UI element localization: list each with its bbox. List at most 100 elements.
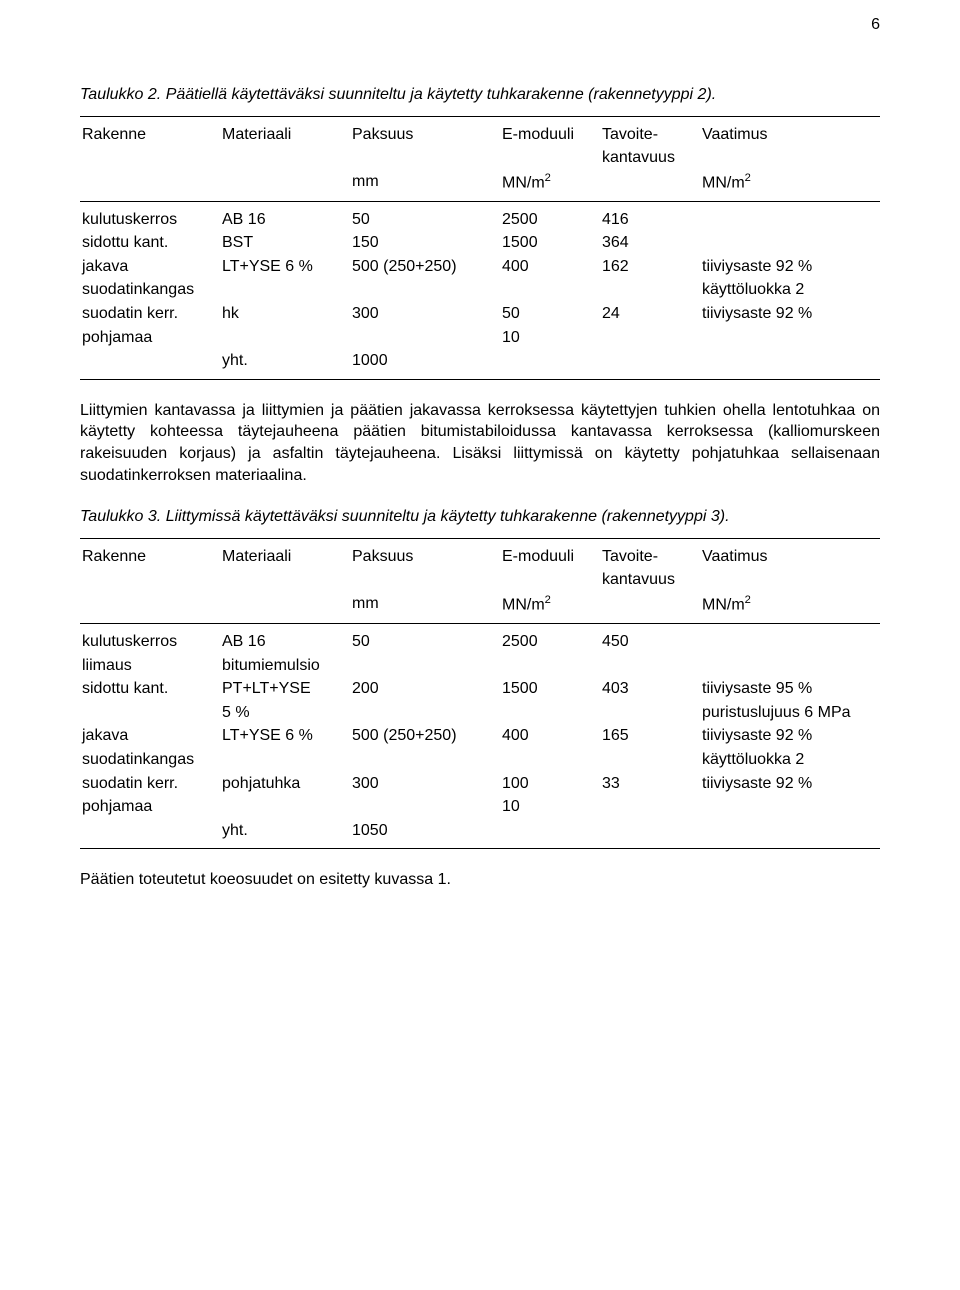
cell: 150 [350,231,500,255]
hdr-mm: mm [350,170,500,195]
cell: BST [220,231,350,255]
paragraph-2: Päätien toteutetut koeosuudet on esitett… [80,869,880,891]
cell: jakava [80,724,220,748]
cell: 416 [600,208,700,232]
mnm2-text4: MN/m [702,596,745,613]
cell: 50 [350,630,500,654]
hdr-paksuus: Paksuus [350,545,500,569]
cell: AB 16 [220,208,350,232]
cell: 1500 [500,231,600,255]
hdr-materiaali: Materiaali [220,123,350,147]
table-row: pohjamaa 10 [80,795,880,819]
cell: pohjatuhka [220,772,350,796]
hdr-emoduuli: E-moduuli [500,123,600,147]
cell: 33 [600,772,700,796]
hdr-tavoite: Tavoite- [600,123,700,147]
cell [220,795,350,819]
cell: pohjamaa [80,326,220,350]
table-row: 5 % puristuslujuus 6 MPa [80,701,880,725]
cell: 50 [350,208,500,232]
hdr-kantavuus: kantavuus [600,146,700,170]
cell [700,819,880,843]
table-row: yht. 1000 [80,349,880,373]
cell [600,326,700,350]
cell: kulutuskerros [80,630,220,654]
hdr-paksuus: Paksuus [350,123,500,147]
cell [600,795,700,819]
table3-mid-rule [80,623,880,624]
cell: 403 [600,677,700,701]
cell: 500 (250+250) [350,724,500,748]
cell [700,208,880,232]
cell: suodatinkangas [80,278,350,302]
cell [500,654,600,678]
cell: 100 [500,772,600,796]
cell [700,326,880,350]
cell [700,795,880,819]
table2-top-rule [80,116,880,117]
table-row: kulutuskerros AB 16 50 2500 450 [80,630,880,654]
cell [80,349,220,373]
cell: tiiviysaste 92 % [700,255,880,279]
cell: LT+YSE 6 % [220,724,350,748]
cell [80,701,220,725]
cell [80,819,220,843]
cell [500,278,600,302]
hdr-mnm2-2: MN/m2 [700,170,880,195]
hdr-mnm2-3: MN/m2 [500,592,600,617]
cell: tiiviysaste 92 % [700,724,880,748]
table-row: pohjamaa 10 [80,326,880,350]
cell: 2500 [500,630,600,654]
table-header-row3: mm MN/m2 MN/m2 [80,592,880,617]
cell [700,630,880,654]
cell: 400 [500,255,600,279]
cell: tiiviysaste 92 % [700,772,880,796]
cell: käyttöluokka 2 [700,748,880,772]
table-header-row: Rakenne Materiaali Paksuus E-moduuli Tav… [80,545,880,569]
table2-bottom-rule [80,379,880,380]
cell: 500 (250+250) [350,255,500,279]
hdr-kantavuus: kantavuus [600,568,700,592]
table-row: liimaus bitumiemulsio [80,654,880,678]
cell: jakava [80,255,220,279]
cell [700,231,880,255]
cell: tiiviysaste 95 % [700,677,880,701]
page: 6 Taulukko 2. Päätiellä käytettäväksi su… [0,0,960,1290]
cell [350,326,500,350]
cell [600,748,700,772]
cell: 364 [600,231,700,255]
hdr-vaatimus: Vaatimus [700,545,880,569]
table-row: sidottu kant. PT+LT+YSE 200 1500 403 tii… [80,677,880,701]
cell: yht. [220,349,350,373]
table3-top-rule [80,538,880,539]
cell [600,278,700,302]
cell: 162 [600,255,700,279]
cell: bitumiemulsio [220,654,350,678]
table-row: sidottu kant. BST 150 1500 364 [80,231,880,255]
cell: 24 [600,302,700,326]
cell: suodatinkangas [80,748,350,772]
table2-caption: Taulukko 2. Päätiellä käytettäväksi suun… [80,84,880,106]
sup2: 2 [545,172,551,184]
cell: 5 % [220,701,350,725]
paragraph-1: Liittymien kantavassa ja liittymien ja p… [80,400,880,486]
cell [600,819,700,843]
cell: AB 16 [220,630,350,654]
table3-caption: Taulukko 3. Liittymissä käytettäväksi su… [80,506,880,528]
table-row: jakava LT+YSE 6 % 500 (250+250) 400 162 … [80,255,880,279]
cell [220,326,350,350]
hdr-mnm2-1: MN/m2 [500,170,600,195]
mnm2-text3: MN/m [502,596,545,613]
cell: liimaus [80,654,220,678]
cell: 300 [350,302,500,326]
mnm2-text2: MN/m [702,174,745,191]
cell: käyttöluokka 2 [700,278,880,302]
cell [500,349,600,373]
cell: 1000 [350,349,500,373]
cell [600,701,700,725]
table3-body: kulutuskerros AB 16 50 2500 450 liimaus … [80,630,880,842]
table-header-row3: mm MN/m2 MN/m2 [80,170,880,195]
cell: 200 [350,677,500,701]
cell: PT+LT+YSE [220,677,350,701]
cell: 400 [500,724,600,748]
